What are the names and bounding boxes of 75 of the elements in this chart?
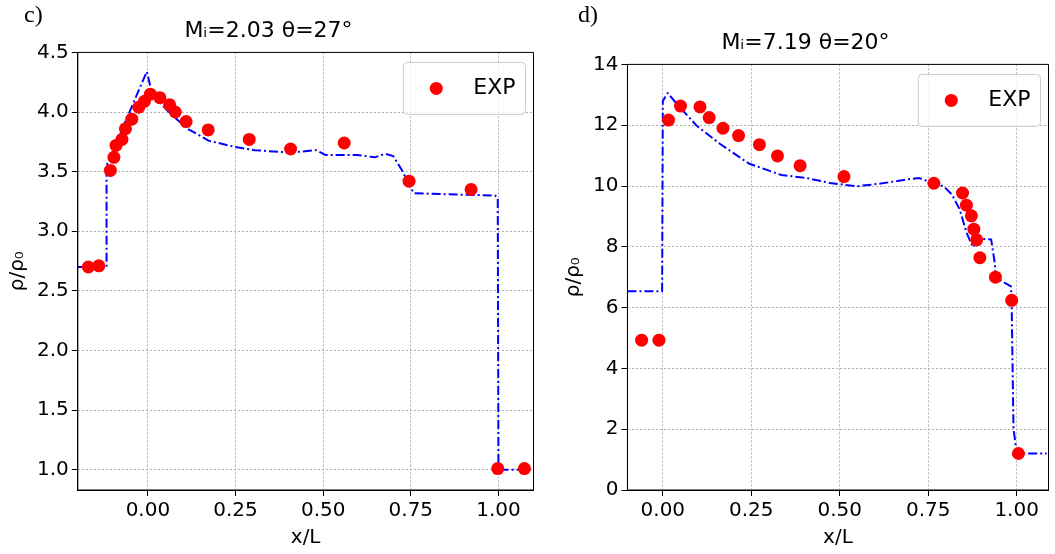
point bbox=[652, 333, 666, 347]
point bbox=[242, 132, 256, 146]
chart-title: Mᵢ=2.03 θ=27° bbox=[184, 16, 353, 42]
point bbox=[956, 186, 970, 200]
y-tick-label: 3.5 bbox=[36, 157, 69, 182]
x-tick-label: 1.00 bbox=[476, 497, 521, 522]
legend-label: EXP bbox=[988, 86, 1031, 112]
y-tick-label: 4 bbox=[605, 354, 619, 379]
point bbox=[793, 159, 807, 173]
y-tick-label: 2 bbox=[605, 415, 619, 440]
point bbox=[661, 113, 675, 127]
point bbox=[107, 150, 121, 164]
y-axis-title: ρ/ρ₀ bbox=[4, 251, 29, 292]
point bbox=[517, 462, 531, 476]
x-tick-label: 0.75 bbox=[388, 497, 434, 522]
legend-label: EXP bbox=[473, 74, 516, 100]
point bbox=[464, 183, 478, 197]
point bbox=[115, 132, 129, 146]
point bbox=[118, 122, 132, 136]
x-tick-label: 0.00 bbox=[125, 497, 171, 522]
y-tick-label: 2.5 bbox=[36, 277, 69, 302]
text: d) bbox=[578, 1, 598, 28]
y-tick-label: 2.0 bbox=[36, 336, 69, 361]
x-axis-title: x/L bbox=[290, 524, 322, 549]
x-tick-label: 0.25 bbox=[729, 497, 774, 522]
point bbox=[693, 100, 707, 114]
point bbox=[964, 209, 978, 223]
point bbox=[732, 129, 746, 143]
chart-title: Mᵢ=7.19 θ=20° bbox=[721, 28, 890, 54]
point bbox=[1011, 447, 1025, 461]
y-tick-label: 8 bbox=[605, 233, 619, 257]
point bbox=[92, 259, 106, 273]
point bbox=[337, 136, 351, 150]
point bbox=[491, 462, 505, 476]
point bbox=[168, 105, 182, 119]
y-tick-label: 6 bbox=[605, 293, 619, 318]
point bbox=[927, 176, 941, 190]
x-tick-label: 0.25 bbox=[213, 497, 258, 522]
y-tick-label: 0 bbox=[605, 476, 619, 501]
point bbox=[201, 123, 215, 137]
y-axis-title: ρ/ρ₀ bbox=[560, 257, 585, 298]
x-tick-label: 0.00 bbox=[640, 497, 686, 522]
point bbox=[1005, 293, 1019, 307]
point bbox=[970, 233, 984, 247]
point bbox=[967, 222, 981, 236]
x-tick-label: 0.50 bbox=[817, 497, 863, 522]
point bbox=[988, 270, 1002, 284]
point bbox=[635, 333, 649, 347]
y-tick-label: 14 bbox=[593, 50, 619, 75]
x-tick-label: 0.50 bbox=[300, 497, 346, 522]
x-axis-title: x/L bbox=[823, 524, 854, 549]
point bbox=[674, 99, 688, 113]
x-tick-label: 0.75 bbox=[905, 497, 951, 522]
point bbox=[179, 115, 193, 129]
point bbox=[959, 198, 973, 212]
point bbox=[153, 91, 167, 105]
y-tick-label: 4.0 bbox=[36, 98, 69, 123]
y-tick-label: 1.5 bbox=[36, 396, 69, 421]
point bbox=[837, 170, 851, 184]
y-tick-label: 3.0 bbox=[36, 217, 69, 242]
point bbox=[770, 149, 784, 163]
y-tick-label: 10 bbox=[593, 172, 619, 197]
y-tick-label: 4.5 bbox=[36, 38, 69, 63]
point bbox=[103, 163, 117, 177]
point bbox=[752, 138, 766, 152]
y-tick-label: 12 bbox=[593, 111, 619, 136]
point bbox=[716, 121, 730, 135]
y-tick-label: 1.0 bbox=[36, 455, 69, 480]
point bbox=[702, 111, 716, 125]
point bbox=[973, 251, 987, 265]
x-tick-label: 1.00 bbox=[994, 497, 1039, 522]
point bbox=[125, 112, 139, 126]
point bbox=[402, 174, 416, 188]
text: c) bbox=[24, 1, 43, 28]
point bbox=[284, 142, 298, 156]
